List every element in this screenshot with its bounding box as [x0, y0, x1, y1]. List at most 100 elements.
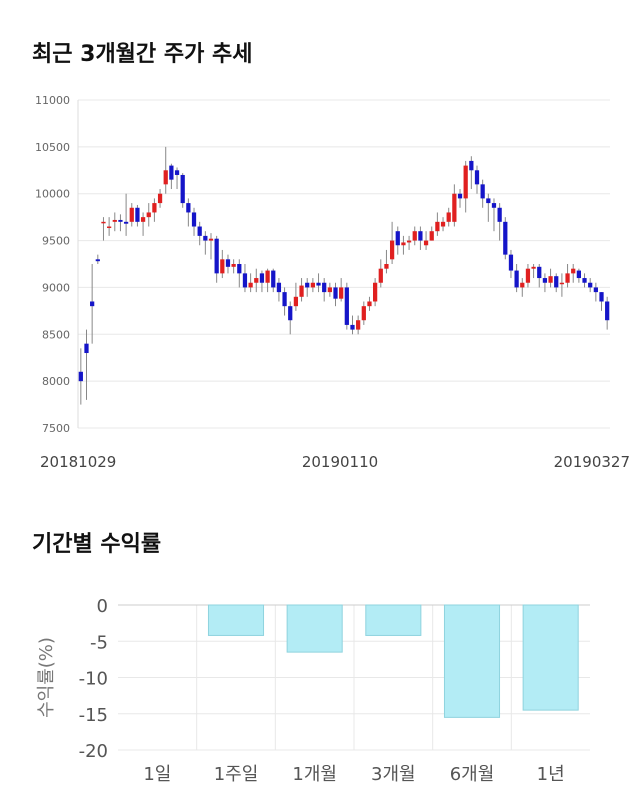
candle-body [576, 270, 581, 279]
candle-body [514, 270, 519, 288]
candle-body [599, 292, 604, 302]
candle-body [259, 273, 265, 283]
candle-body [118, 219, 123, 222]
candle-chart-title: 최근 3개월간 주가 추세 [32, 42, 253, 67]
returns-xtick-label: 6개월 [450, 764, 495, 785]
candle-body [208, 238, 214, 241]
candle-ytick-label: 9000 [42, 281, 70, 294]
candle-body [571, 268, 576, 274]
candle-body [418, 231, 423, 241]
candle-body [395, 231, 400, 246]
candle-body [242, 273, 248, 288]
returns-ytick-label: -15 [79, 705, 108, 726]
candle-body [429, 231, 434, 241]
candle-body [474, 170, 480, 185]
candle-body [508, 254, 514, 271]
candle-body [559, 282, 565, 285]
candle-body [220, 259, 225, 274]
returns-ytick-label: -20 [79, 741, 108, 762]
candle-body [457, 193, 463, 199]
candle-ytick-label: 9500 [42, 235, 70, 248]
candle-body [389, 240, 395, 260]
candle-body [135, 207, 140, 222]
candle-body [327, 287, 332, 293]
candle-body [248, 282, 253, 288]
candle-body [293, 296, 299, 307]
candle-body [548, 276, 553, 283]
candle-body [469, 160, 474, 171]
returns-y-axis-label: 수익률(%) [36, 637, 57, 718]
candle-body [333, 287, 338, 299]
candle-body [344, 287, 349, 325]
candle-body [367, 301, 372, 307]
returns-bar [365, 604, 422, 636]
candle-body [112, 219, 117, 222]
candle-body [203, 235, 208, 241]
candle-body [288, 306, 293, 321]
candle-body [305, 282, 310, 288]
returns-xtick-label: 1주일 [214, 764, 259, 785]
returns-bar [207, 604, 265, 636]
candle-ytick-label: 10000 [35, 188, 70, 201]
candle-xtick-label: 20181029 [40, 453, 116, 471]
candle-body [503, 221, 508, 255]
candle-xtick-label: 20190327 [554, 453, 630, 471]
candle-body [157, 193, 163, 204]
candle-body [276, 282, 282, 293]
candle-body [84, 343, 89, 354]
candle-body [356, 320, 361, 330]
candle-body [486, 198, 491, 204]
candle-body [401, 242, 406, 246]
candle-body [593, 287, 598, 293]
candle-body [520, 282, 525, 288]
candle-body [197, 226, 202, 236]
returns-ytick-label: 0 [97, 596, 108, 617]
returns-bar [286, 604, 343, 653]
candle-body [525, 268, 531, 283]
candle-body [554, 276, 559, 288]
candle-ytick-label: 8000 [42, 375, 70, 388]
candle-body [446, 212, 451, 222]
returns-bar [443, 604, 501, 718]
candle-body [423, 240, 429, 246]
candle-body [180, 174, 185, 204]
candle-body [406, 240, 412, 243]
candlestick-chart: 7500 8000 8500 9000 9500 10000 10500 11000 20181… [35, 94, 630, 471]
returns-xtick-label: 1개월 [292, 764, 337, 785]
candle-body [90, 301, 95, 307]
candle-body [542, 278, 548, 283]
candle-body [174, 170, 180, 175]
candle-body [237, 264, 242, 274]
candle-body [537, 266, 542, 279]
candle-body [265, 270, 270, 283]
candle-body [78, 371, 83, 382]
candle-body [214, 238, 219, 274]
candle-body [191, 212, 197, 227]
candle-body [282, 292, 287, 307]
candle-body [491, 203, 497, 208]
candle-body [101, 221, 106, 224]
candle-body [169, 165, 174, 180]
candle-body [361, 306, 366, 321]
returns-ytick-label: -5 [90, 632, 108, 653]
returns-xtick-label: 1일 [143, 764, 171, 785]
candle-body [605, 301, 610, 321]
returns-chart-title: 기간별 수익률 [32, 532, 162, 557]
candle-body [299, 285, 304, 297]
candle-body [565, 273, 570, 283]
candle-body [146, 212, 151, 218]
candle-body [129, 207, 134, 222]
candle-body [310, 282, 315, 288]
returns-xtick-label: 1년 [537, 764, 565, 785]
candle-body [480, 184, 485, 199]
candle-body [440, 221, 446, 227]
candle-body [378, 268, 383, 283]
candle-body [186, 203, 191, 213]
candle-body [271, 270, 276, 288]
candle-body [582, 278, 587, 283]
returns-bar [522, 604, 579, 711]
candle-body [497, 207, 502, 222]
candle-body [254, 278, 259, 283]
candle-ytick-label: 11000 [35, 94, 70, 107]
candle-body [152, 203, 157, 213]
